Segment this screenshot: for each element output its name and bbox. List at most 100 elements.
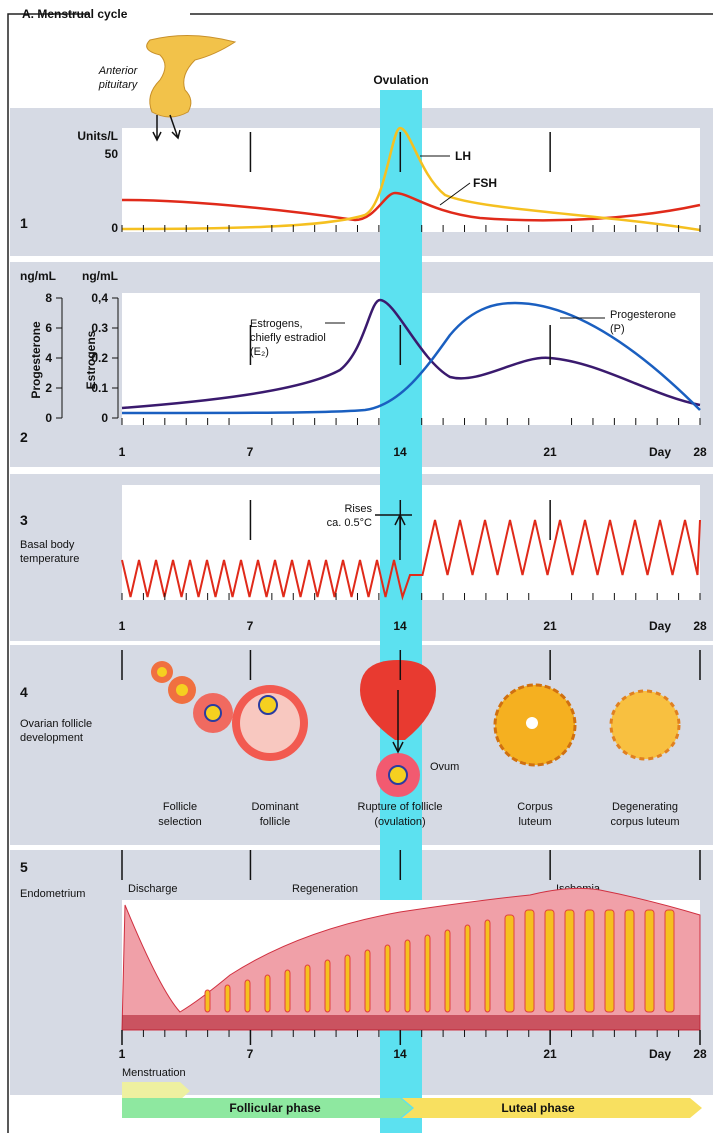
caption: Degenerating xyxy=(612,801,678,813)
progesterone-label: Progesterone xyxy=(610,309,676,321)
gland xyxy=(224,984,231,1013)
gland xyxy=(204,989,211,1013)
ovulation-label: Ovulation xyxy=(373,73,428,87)
ticks: 8 0,4 6 0.3 4 0.2 2 0.1 0 0 xyxy=(45,291,118,425)
tick-label: 4 xyxy=(45,351,52,365)
caption: Rupture of follicle xyxy=(358,801,443,813)
pituitary-label: pituitary xyxy=(98,79,139,91)
fsh-label: FSH xyxy=(473,176,497,190)
tick-label: 0 xyxy=(101,411,108,425)
rises-label: ca. 0.5°C xyxy=(327,517,372,529)
gland xyxy=(324,959,331,1013)
gland xyxy=(284,969,291,1013)
follicular-arrow xyxy=(122,1098,412,1118)
luteal-label: Luteal phase xyxy=(501,1101,575,1115)
day-label: 14 xyxy=(393,445,407,459)
caption: follicle xyxy=(260,816,291,828)
panel-label: Endometrium xyxy=(20,888,85,900)
day-label: 1 xyxy=(119,1047,126,1061)
tick-label: 0.3 xyxy=(91,321,108,335)
fsh-curve xyxy=(121,191,701,222)
axis-title: Estrogens xyxy=(84,330,98,389)
panel-number: 5 xyxy=(20,859,28,875)
gland xyxy=(504,914,515,1013)
panel-bg xyxy=(10,645,713,845)
panel-number: 4 xyxy=(20,684,28,700)
day-label: 7 xyxy=(247,445,254,459)
gland xyxy=(604,909,615,1013)
day-label: 28 xyxy=(693,619,707,633)
gland xyxy=(664,909,675,1013)
tick-label: 8 xyxy=(45,291,52,305)
lh-curve xyxy=(121,126,701,232)
estrogen-label: Estrogens, xyxy=(250,318,303,330)
tick-label: 2 xyxy=(45,381,52,395)
gland xyxy=(304,964,311,1013)
unit: Units/L xyxy=(77,129,118,143)
caption: Follicle xyxy=(163,801,197,813)
tick-label: 0.1 xyxy=(91,381,108,395)
caption: Dominant xyxy=(251,801,298,813)
phase-label: Regeneration xyxy=(292,883,358,895)
panel-number: 2 xyxy=(20,429,28,445)
panel-label: Ovarian follicle xyxy=(20,718,92,730)
tick-label: 0 xyxy=(111,221,118,235)
day-unit: Day xyxy=(649,445,671,459)
panel-number: 3 xyxy=(20,512,28,528)
gland xyxy=(524,909,535,1013)
follicles xyxy=(151,660,681,797)
caption: Corpus xyxy=(517,801,553,813)
glands xyxy=(204,909,675,1013)
temperature-curve xyxy=(121,519,701,601)
caption: corpus luteum xyxy=(610,816,679,828)
tick-label: 0,4 xyxy=(91,291,108,305)
gland xyxy=(244,979,251,1013)
gland xyxy=(644,909,655,1013)
basal-layer xyxy=(122,1015,700,1030)
menstruation-label: Menstruation xyxy=(122,1067,186,1079)
gland xyxy=(484,919,491,1013)
rises-label: Rises xyxy=(344,503,372,515)
phase-label: Discharge xyxy=(128,883,178,895)
day-label: 1 xyxy=(119,445,126,459)
day-label: 7 xyxy=(247,619,254,633)
day-unit: Day xyxy=(649,619,671,633)
day-label: 14 xyxy=(393,1047,407,1061)
follicular-label: Follicular phase xyxy=(229,1101,321,1115)
day-label: 14 xyxy=(393,619,407,633)
panel-label: temperature xyxy=(20,553,79,565)
unit: ng/mL xyxy=(20,269,56,283)
day-label: 21 xyxy=(543,619,557,633)
estrogen-label: chiefly estradiol xyxy=(250,332,326,344)
pituitary xyxy=(146,35,237,118)
tick-label: 0.2 xyxy=(91,351,108,365)
tick-label: 0 xyxy=(45,411,52,425)
title: A. Menstrual cycle xyxy=(22,7,128,21)
tick-label: 50 xyxy=(105,147,119,161)
day-label: 21 xyxy=(543,1047,557,1061)
gland xyxy=(384,944,391,1013)
gland xyxy=(584,909,595,1013)
gland xyxy=(404,939,411,1013)
estrogen-label: (E₂) xyxy=(250,346,269,358)
gland xyxy=(344,954,351,1013)
day-label: 21 xyxy=(543,445,557,459)
day-label: 1 xyxy=(119,619,126,633)
day-label: 28 xyxy=(693,445,707,459)
pituitary-label: Anterior xyxy=(98,65,139,77)
tick-label: 6 xyxy=(45,321,52,335)
lh-label: LH xyxy=(455,149,471,163)
caption: selection xyxy=(158,816,201,828)
day-unit: Day xyxy=(649,1047,671,1061)
gland xyxy=(544,909,555,1013)
caption: (ovulation) xyxy=(374,816,425,828)
panel-label: development xyxy=(20,732,83,744)
day-label: 7 xyxy=(247,1047,254,1061)
gland xyxy=(444,929,451,1013)
day-label: 28 xyxy=(693,1047,707,1061)
progesterone-label: (P) xyxy=(610,323,625,335)
gland xyxy=(424,934,431,1013)
panel-number: 1 xyxy=(20,215,28,231)
